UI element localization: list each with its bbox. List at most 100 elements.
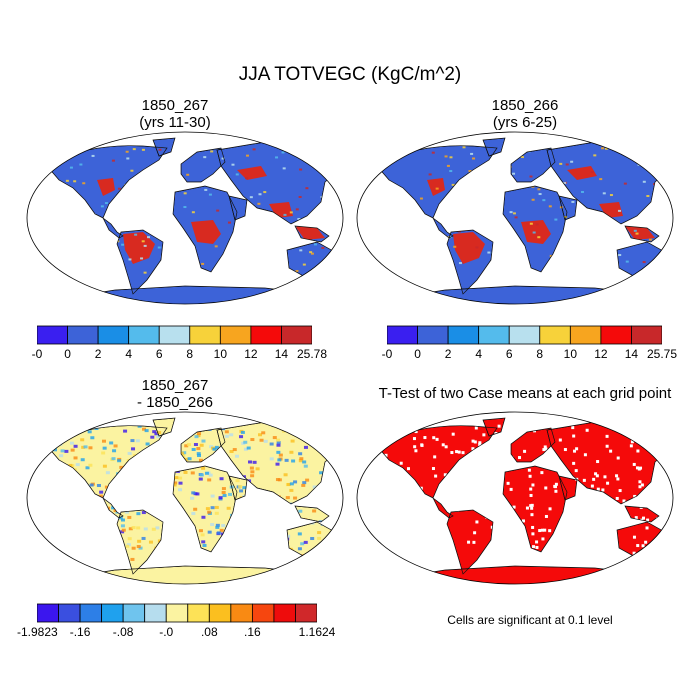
grid-cell bbox=[53, 466, 58, 470]
grid-cell bbox=[214, 554, 219, 558]
grid-cell bbox=[303, 464, 308, 468]
colorbar-swatch bbox=[281, 325, 313, 345]
grid-cell bbox=[199, 473, 204, 477]
grid-cell bbox=[52, 448, 57, 452]
grid-cell bbox=[152, 209, 156, 212]
grid-cell bbox=[67, 512, 72, 516]
grid-cell bbox=[143, 244, 147, 247]
grid-cell bbox=[468, 170, 472, 173]
grid-cell bbox=[70, 448, 75, 452]
coastline-south-america bbox=[116, 229, 164, 295]
grid-cell bbox=[328, 145, 332, 148]
colorbar-tick-label: 10 bbox=[563, 347, 577, 361]
colorbar-swatches bbox=[386, 325, 663, 345]
coastline-europe bbox=[180, 427, 226, 463]
grid-cell bbox=[232, 555, 237, 559]
grid-cell bbox=[47, 428, 52, 432]
grid-cell bbox=[230, 250, 234, 253]
grid-cell bbox=[249, 466, 254, 470]
nonsignificant-cell bbox=[609, 449, 613, 453]
grid-cell bbox=[174, 476, 179, 480]
nonsignificant-cell bbox=[460, 504, 464, 508]
grid-cell bbox=[292, 521, 297, 525]
nonsignificant-cell bbox=[529, 493, 533, 497]
grid-cell bbox=[83, 222, 87, 225]
grid-cell bbox=[130, 439, 135, 443]
nonsignificant-cell bbox=[616, 477, 620, 481]
nonsignificant-cell bbox=[571, 508, 575, 512]
grid-cell bbox=[186, 173, 190, 176]
nonsignificant-cell bbox=[398, 534, 402, 538]
grid-cell bbox=[173, 548, 178, 552]
grid-cell bbox=[449, 156, 453, 159]
grid-cell bbox=[203, 156, 207, 159]
nonsignificant-cell bbox=[632, 462, 636, 466]
grid-cell bbox=[197, 454, 202, 458]
colorbar-tick-label: 2 bbox=[444, 347, 452, 361]
nonsignificant-cell bbox=[544, 514, 548, 518]
grid-cell bbox=[136, 512, 141, 516]
grid-cell bbox=[198, 458, 203, 462]
grid-cell bbox=[601, 147, 605, 150]
grid-cell bbox=[86, 484, 91, 488]
grid-cell bbox=[229, 556, 234, 560]
nonsignificant-cell bbox=[384, 453, 388, 457]
nonsignificant-cell bbox=[425, 527, 429, 531]
coastline-southeast-asia bbox=[294, 505, 330, 523]
nonsignificant-cell bbox=[572, 434, 576, 438]
map-panel-tr bbox=[356, 131, 674, 305]
grid-cell bbox=[229, 433, 234, 437]
nonsignificant-cell bbox=[615, 504, 619, 508]
grid-cell bbox=[184, 457, 189, 461]
grid-cell bbox=[276, 501, 281, 505]
grid-cell bbox=[73, 180, 77, 183]
map-border bbox=[356, 131, 674, 305]
grid-cell bbox=[152, 430, 157, 434]
grid-cell bbox=[187, 457, 192, 461]
grid-cell bbox=[120, 557, 125, 561]
grid-cell bbox=[259, 438, 264, 442]
grid-cell bbox=[60, 190, 64, 193]
grid-cell bbox=[214, 245, 218, 248]
grid-cell bbox=[520, 253, 524, 256]
grid-cell bbox=[116, 472, 121, 476]
grid-cell bbox=[285, 537, 290, 541]
grid-cell bbox=[138, 546, 143, 550]
nonsignificant-cell bbox=[606, 481, 610, 485]
grid-cell bbox=[333, 552, 338, 556]
grid-cell bbox=[289, 211, 293, 214]
colorbar-tick-label: -0 bbox=[381, 347, 393, 361]
nonsignificant-cell bbox=[521, 519, 525, 523]
grid-cell bbox=[317, 531, 322, 535]
nonsignificant-cell bbox=[435, 437, 439, 441]
nonsignificant-cell bbox=[661, 522, 665, 526]
grid-cell bbox=[128, 527, 133, 531]
grid-cell bbox=[502, 183, 506, 186]
grid-cell bbox=[180, 253, 184, 256]
colorbar-tick-label: 25.78 bbox=[296, 347, 328, 361]
grid-cell bbox=[234, 454, 239, 458]
grid-cell bbox=[290, 439, 295, 443]
significance-note: Cells are significant at 0.1 level bbox=[447, 613, 613, 627]
grid-cell bbox=[137, 424, 142, 428]
grid-cell bbox=[126, 543, 131, 547]
nonsignificant-cell bbox=[636, 544, 640, 548]
nonsignificant-cell bbox=[544, 447, 548, 451]
grid-cell bbox=[150, 449, 155, 453]
nonsignificant-cell bbox=[385, 438, 389, 442]
grid-cell bbox=[537, 188, 541, 191]
high-vegetation-region bbox=[567, 166, 597, 180]
grid-cell bbox=[590, 171, 594, 174]
grid-cell bbox=[138, 460, 143, 464]
grid-cell bbox=[291, 459, 296, 463]
nonsignificant-cell bbox=[602, 530, 606, 534]
coastline-central-america bbox=[102, 217, 124, 239]
nonsignificant-cell bbox=[386, 479, 390, 483]
grid-cell bbox=[130, 169, 134, 172]
nonsignificant-cell bbox=[553, 485, 557, 489]
grid-cell bbox=[183, 192, 187, 195]
grid-cell bbox=[158, 148, 162, 151]
nonsignificant-cell bbox=[410, 522, 414, 526]
grid-cell bbox=[437, 256, 441, 259]
nonsignificant-cell bbox=[532, 545, 536, 549]
